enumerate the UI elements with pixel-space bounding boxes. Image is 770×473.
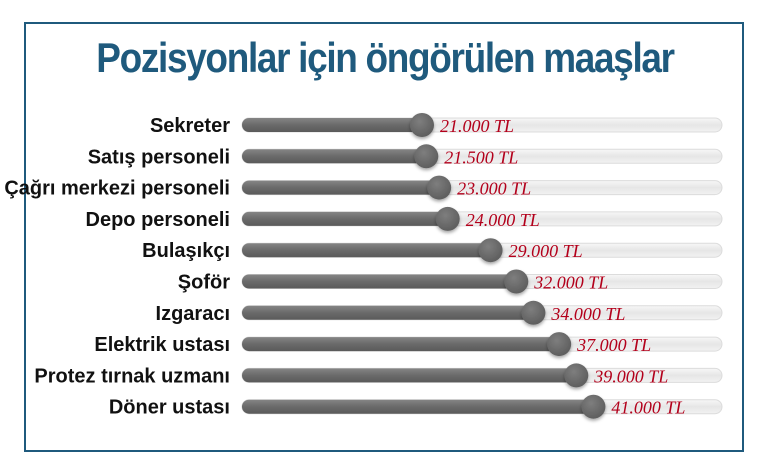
bar-knob <box>547 332 572 357</box>
chart-row: Depo personeli 24.000 TL <box>86 206 723 231</box>
value-label: 32.000 TL <box>533 273 608 293</box>
chart-row: Satış personeli 21.500 TL <box>88 144 723 169</box>
value-label: 21.500 TL <box>444 147 518 167</box>
category-label: Döner ustası <box>109 397 230 419</box>
category-label: Çağrı merkezi personeli <box>4 178 230 200</box>
bar-knob <box>410 113 434 137</box>
value-label: 41.000 TL <box>611 398 685 418</box>
bar <box>242 399 594 414</box>
chart-row: Döner ustası 41.000 TL <box>109 394 723 419</box>
category-label: Protez tırnak uzmanı <box>34 365 230 387</box>
chart-row: Bulaşıkçı 29.000 TL <box>142 238 723 263</box>
bar <box>242 211 448 226</box>
bar <box>242 118 422 132</box>
category-label: Izgaracı <box>156 303 230 325</box>
chart-row: Izgaracı 34.000 TL <box>156 300 723 325</box>
bar-knob <box>478 238 503 263</box>
value-label: 34.000 TL <box>550 304 625 324</box>
bar <box>242 305 534 320</box>
bar-knob <box>581 394 606 419</box>
category-label: Satış personeli <box>88 146 230 168</box>
bar-knob <box>435 206 460 231</box>
value-label: 21.000 TL <box>440 116 514 136</box>
bar-knob <box>414 144 439 169</box>
value-label: 23.000 TL <box>457 179 531 199</box>
chart-row: Protez tırnak uzmanı 39.000 TL <box>34 363 723 388</box>
chart-title: Pozisyonlar için öngörülen maaşlar <box>96 34 675 81</box>
chart-row: Çağrı merkezi personeli 23.000 TL <box>4 175 723 200</box>
bar-knob <box>521 300 546 325</box>
bar <box>242 180 440 195</box>
bar <box>242 149 427 164</box>
bar-knob <box>564 363 589 388</box>
bar-knob <box>504 269 529 294</box>
category-label: Bulaşıkçı <box>142 240 230 262</box>
category-label: Depo personeli <box>86 209 230 231</box>
bar <box>242 337 560 352</box>
bar <box>242 368 577 383</box>
value-label: 39.000 TL <box>593 366 668 386</box>
bar-knob <box>427 175 452 200</box>
bar <box>242 243 491 258</box>
category-label: Sekreter <box>150 115 230 137</box>
value-label: 29.000 TL <box>509 241 583 261</box>
chart-row: Sekreter 21.000 TL <box>150 113 723 137</box>
chart-row: Elektrik ustası 37.000 TL <box>94 332 723 357</box>
category-label: Şoför <box>178 272 230 294</box>
chart-row: Şoför 32.000 TL <box>178 269 723 294</box>
category-label: Elektrik ustası <box>94 334 230 356</box>
value-label: 37.000 TL <box>576 335 651 355</box>
value-label: 24.000 TL <box>466 210 540 230</box>
bar <box>242 274 517 289</box>
